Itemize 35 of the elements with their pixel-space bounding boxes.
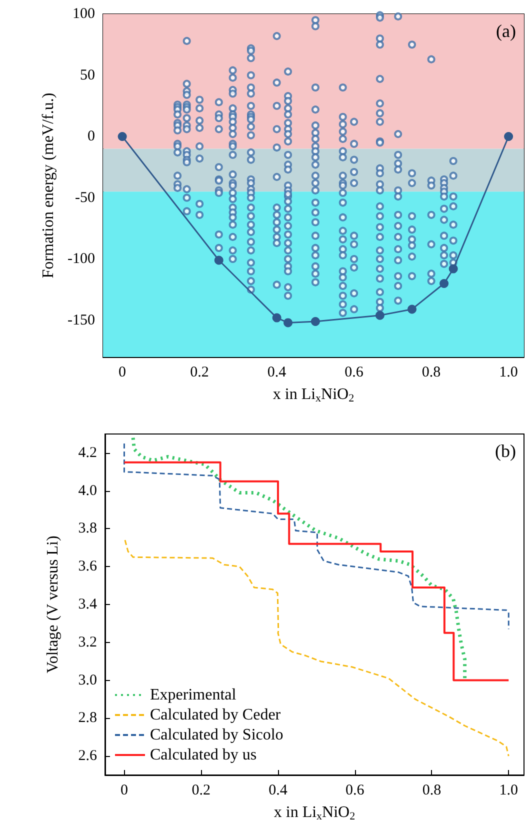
y-tick-label: 2.8 [78, 710, 97, 726]
x-tick-label: 0.4 [267, 364, 287, 380]
y-axis-title: Formation energy (meV/f.u.) [40, 92, 58, 278]
annotation: (b) [495, 441, 516, 461]
y-tick-label: 4.2 [78, 444, 97, 461]
y-tick-label: 3.8 [78, 520, 97, 537]
x-tick-label: 0 [118, 364, 126, 380]
y-tick-label: -50 [75, 190, 95, 206]
legend-label: Calculated by Sicolo [150, 726, 284, 744]
legend-label: Calculated by Ceder [150, 706, 282, 724]
y-tick-label: -100 [68, 251, 95, 267]
y-tick-label: 0 [88, 128, 95, 144]
x-tick-label: 0.2 [192, 782, 210, 798]
y-tick-label: 3.4 [78, 596, 98, 612]
y-tick-label: 3.2 [78, 634, 97, 650]
y-tick-label: 100 [72, 6, 95, 22]
x-tick-label: 0.4 [268, 782, 288, 798]
x-tick-label: 0.8 [422, 364, 441, 380]
x-tick-label: 0.6 [344, 364, 364, 380]
y-tick-label: 3.6 [78, 558, 98, 575]
legend-label: Calculated by us [150, 746, 257, 764]
x-tick-label: 0.6 [345, 782, 365, 798]
x-tick-label: 0 [120, 782, 128, 798]
x-tick-label: 1.0 [499, 782, 518, 798]
y-tick-label: 50 [80, 67, 95, 84]
y-tick-label: 4.0 [78, 482, 97, 499]
y-axis-title: Voltage (V versus Li) [44, 536, 62, 674]
legend-label: Experimental [150, 686, 237, 704]
x-tick-label: 0.2 [190, 364, 209, 380]
y-tick-label: -150 [68, 312, 95, 328]
y-tick-label: 3.0 [78, 672, 97, 688]
x-tick-label: 0.8 [422, 782, 442, 798]
x-tick-label: 1.0 [499, 364, 518, 380]
annotation: (a) [496, 21, 516, 41]
y-tick-label: 2.6 [78, 748, 98, 764]
